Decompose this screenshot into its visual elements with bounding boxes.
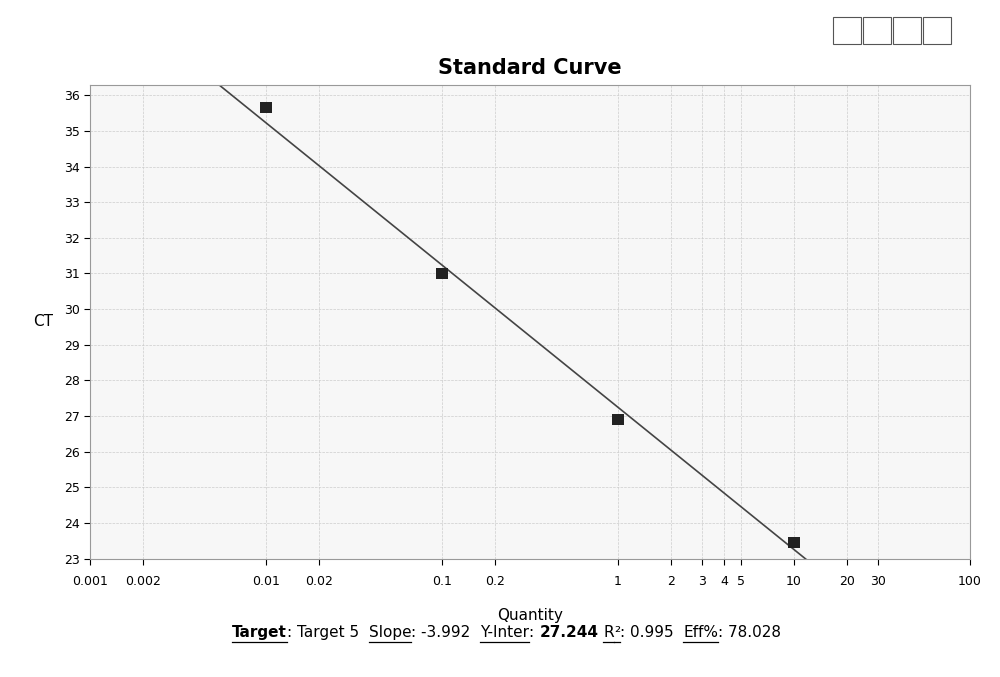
Point (258, 102, 274, 113)
Title: Standard Curve: Standard Curve (438, 58, 622, 77)
Text: 0.002: 0.002 (125, 575, 161, 588)
Text: 30: 30 (870, 575, 886, 588)
Text: : -3.992: : -3.992 (411, 626, 480, 640)
Text: Target: Target (232, 626, 287, 640)
Text: 27.244: 27.244 (539, 626, 598, 640)
Text: :: : (529, 626, 539, 640)
Point (434, 268, 450, 279)
Text: 5: 5 (737, 575, 745, 588)
Text: 4: 4 (720, 575, 728, 588)
Text: ²: ² (614, 626, 620, 640)
Text: : 0.995: : 0.995 (620, 626, 683, 640)
Text: : Target 5: : Target 5 (287, 626, 369, 640)
Text: 1: 1 (614, 575, 622, 588)
Text: R: R (603, 626, 614, 640)
Text: 3: 3 (698, 575, 706, 588)
Text: 0.01: 0.01 (252, 575, 280, 588)
Text: 20: 20 (839, 575, 855, 588)
Text: 100: 100 (958, 575, 982, 588)
Text: Slope: Slope (369, 626, 411, 640)
Text: Eff%: Eff% (683, 626, 718, 640)
X-axis label: Quantity: Quantity (497, 608, 563, 623)
Text: 0.001: 0.001 (72, 575, 108, 588)
Text: 10: 10 (786, 575, 802, 588)
Text: 0.1: 0.1 (432, 575, 452, 588)
Text: : 78.028: : 78.028 (718, 626, 781, 640)
Point (786, 537, 802, 548)
Text: 0.02: 0.02 (305, 575, 333, 588)
Y-axis label: CT: CT (33, 314, 53, 329)
Text: 0.2: 0.2 (485, 575, 505, 588)
Text: 2: 2 (667, 575, 675, 588)
Text: Y-Inter: Y-Inter (480, 626, 529, 640)
Point (610, 414, 626, 425)
